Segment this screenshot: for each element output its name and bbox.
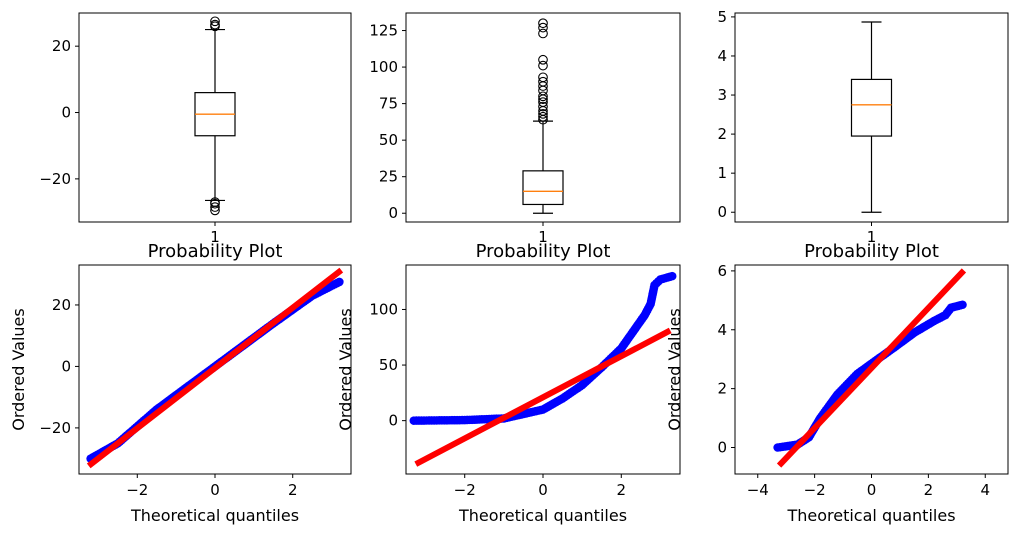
y-tick-label: 25 bbox=[379, 168, 398, 186]
plot-area bbox=[850, 21, 893, 213]
y-tick-label: −20 bbox=[39, 170, 71, 188]
subplot-title: Probability Plot bbox=[804, 241, 939, 262]
plot-area bbox=[86, 267, 344, 469]
axes-frame bbox=[405, 264, 681, 475]
fit-line bbox=[86, 267, 344, 469]
y-tick-label: 125 bbox=[369, 22, 398, 40]
x-tick-label: 1 bbox=[538, 228, 548, 246]
axes-frame bbox=[78, 264, 352, 475]
box bbox=[522, 170, 564, 206]
data-point bbox=[958, 300, 967, 310]
outlier-marker bbox=[210, 21, 220, 32]
outlier-marker bbox=[538, 111, 548, 122]
plot-area bbox=[409, 271, 677, 467]
y-tick-label: 4 bbox=[717, 47, 727, 65]
fit-line bbox=[414, 327, 672, 467]
subplot-2: 1 0 25 50 75 100 125 bbox=[369, 12, 681, 246]
y-tick-label: −20 bbox=[39, 419, 71, 437]
outlier-marker bbox=[538, 22, 548, 33]
subplot-1: 1 −20 0 20 bbox=[39, 12, 352, 246]
box bbox=[850, 78, 893, 137]
y-tick-label: 0 bbox=[61, 357, 71, 375]
y-tick-label: 6 bbox=[717, 262, 727, 280]
y-tick-label: 75 bbox=[379, 95, 398, 113]
x-tick-label: 1 bbox=[210, 228, 220, 246]
axes-frame bbox=[734, 12, 1009, 223]
x-tick-label: −2 bbox=[454, 481, 476, 499]
y-tick-label: 3 bbox=[717, 86, 727, 104]
data-point bbox=[667, 271, 677, 281]
y-tick-label: 0 bbox=[717, 439, 727, 457]
outlier-marker bbox=[210, 202, 220, 212]
axes-frame bbox=[734, 264, 1009, 475]
outlier-marker bbox=[538, 18, 548, 29]
subplot-title: Probability Plot bbox=[148, 241, 283, 262]
subplot-title: Probability Plot bbox=[476, 241, 611, 262]
x-axis-label: Theoretical quantiles bbox=[130, 506, 299, 525]
outlier-marker bbox=[210, 205, 220, 216]
outlier-marker bbox=[538, 108, 548, 119]
subplot-3: 1 0 1 2 3 4 5 bbox=[717, 8, 1009, 246]
x-tick-label: −2 bbox=[126, 481, 148, 499]
outlier-marker bbox=[538, 94, 548, 105]
subplot-6: −4 −2 0 2 4 Probability Plot Theoretical quant… bbox=[665, 241, 1009, 525]
outlier-marker bbox=[538, 28, 548, 39]
y-axis-label: Ordered Values bbox=[336, 308, 355, 430]
y-tick-label: 2 bbox=[717, 125, 727, 143]
plot-area bbox=[773, 268, 967, 468]
outlier-marker bbox=[538, 60, 548, 71]
y-tick-label: 50 bbox=[379, 131, 398, 149]
fit-line bbox=[776, 268, 967, 468]
plot-area bbox=[194, 16, 236, 216]
x-tick-label: 2 bbox=[617, 481, 627, 499]
outlier-marker bbox=[538, 81, 548, 91]
x-tick-label: −4 bbox=[747, 481, 769, 499]
y-tick-label: 50 bbox=[379, 356, 398, 374]
x-axis-label: Theoretical quantiles bbox=[786, 506, 955, 525]
x-tick-label: 0 bbox=[210, 481, 220, 499]
outlier-marker bbox=[210, 16, 220, 27]
axes-frame bbox=[78, 12, 352, 223]
outlier-marker bbox=[538, 101, 548, 112]
data-point bbox=[335, 277, 344, 287]
outlier-marker bbox=[210, 198, 220, 209]
subplot-5: −2 0 2 Probability Plot Theoretical quantile… bbox=[336, 241, 681, 525]
y-tick-label: 100 bbox=[369, 300, 398, 318]
axes-frame bbox=[405, 12, 681, 223]
x-tick-label: 0 bbox=[538, 481, 548, 499]
y-tick-label: 4 bbox=[717, 321, 727, 339]
plot-area bbox=[522, 18, 564, 214]
x-tick-label: 0 bbox=[867, 481, 877, 499]
y-tick-label: 1 bbox=[717, 164, 727, 182]
y-tick-label: 0 bbox=[61, 104, 71, 122]
y-tick-label: 0 bbox=[717, 203, 727, 221]
y-tick-label: 20 bbox=[52, 37, 71, 55]
outlier-marker bbox=[538, 54, 548, 65]
y-tick-label: 0 bbox=[388, 412, 398, 430]
y-axis-label: Ordered Values bbox=[665, 308, 684, 430]
y-tick-label: 100 bbox=[369, 58, 398, 76]
y-tick-label: 0 bbox=[388, 204, 398, 222]
y-tick-label: 5 bbox=[717, 8, 727, 26]
outlier-marker bbox=[538, 114, 548, 125]
x-tick-label: 2 bbox=[288, 481, 298, 499]
y-tick-label: 20 bbox=[52, 296, 71, 314]
x-tick-label: 1 bbox=[867, 228, 877, 246]
y-axis-label: Ordered Values bbox=[9, 308, 28, 430]
x-tick-label: 4 bbox=[980, 481, 990, 499]
x-tick-label: 2 bbox=[924, 481, 934, 499]
y-tick-label: 2 bbox=[717, 380, 727, 398]
x-tick-label: −2 bbox=[804, 481, 826, 499]
x-axis-label: Theoretical quantiles bbox=[458, 506, 627, 525]
outlier-marker bbox=[538, 91, 548, 102]
